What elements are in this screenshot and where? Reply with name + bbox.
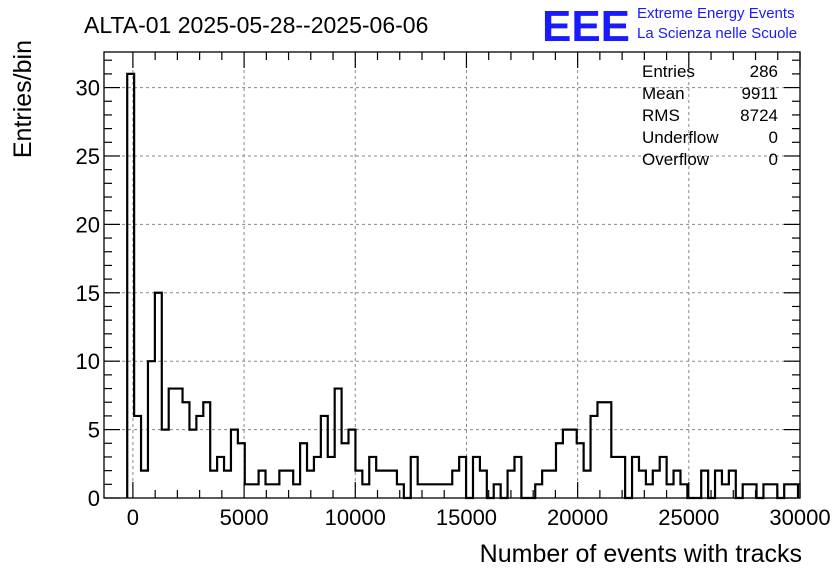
stats-value: 286 [750, 62, 778, 81]
y-tick-label: 5 [88, 418, 100, 443]
y-tick-label: 0 [88, 486, 100, 511]
plot-frame [103, 51, 801, 499]
stats-value: 0 [769, 150, 778, 169]
y-tick-label: 10 [76, 349, 100, 374]
logo-line-2: La Scienza nelle Scuole [637, 25, 797, 42]
tick-marks: 0 5000 10000 15000 20000 25000 30000 0 5 10 15 20 25… [76, 52, 831, 530]
y-tick-label: 20 [76, 212, 100, 237]
y-tick-label: 30 [76, 76, 100, 101]
x-tick-label: 20000 [547, 505, 608, 530]
stats-label: Entries [642, 62, 695, 81]
x-tick-label: 10000 [325, 505, 386, 530]
x-tick-label: 30000 [769, 505, 830, 530]
stats-label: RMS [642, 106, 680, 125]
stats-label: Overflow [642, 150, 710, 169]
histogram-outline [126, 72, 800, 500]
stats-value: 8724 [740, 106, 778, 125]
chart-title: ALTA-01 2025-05-28--2025-06-06 [84, 12, 428, 38]
x-axis-label: Number of events with tracks [480, 540, 802, 568]
y-tick-label: 25 [76, 144, 100, 169]
axes [103, 51, 801, 499]
logo-line-1: Extreme Energy Events [637, 5, 795, 22]
x-tick-label: 5000 [220, 505, 269, 530]
x-tick-label: 0 [127, 505, 139, 530]
y-axis-label: Entries/bin [9, 40, 37, 158]
stats-label: Underflow [642, 128, 719, 147]
x-tick-label: 15000 [436, 505, 497, 530]
logo-mark: EEE [542, 2, 630, 51]
y-tick-label: 15 [76, 281, 100, 306]
stats-value: 0 [769, 128, 778, 147]
x-tick-label: 25000 [658, 505, 719, 530]
stats-value: 9911 [741, 84, 778, 103]
stats-label: Mean [642, 84, 685, 103]
stats-box: Entries 286 Mean 9911 RMS 8724 Underflow 0 Overf… [642, 62, 778, 169]
